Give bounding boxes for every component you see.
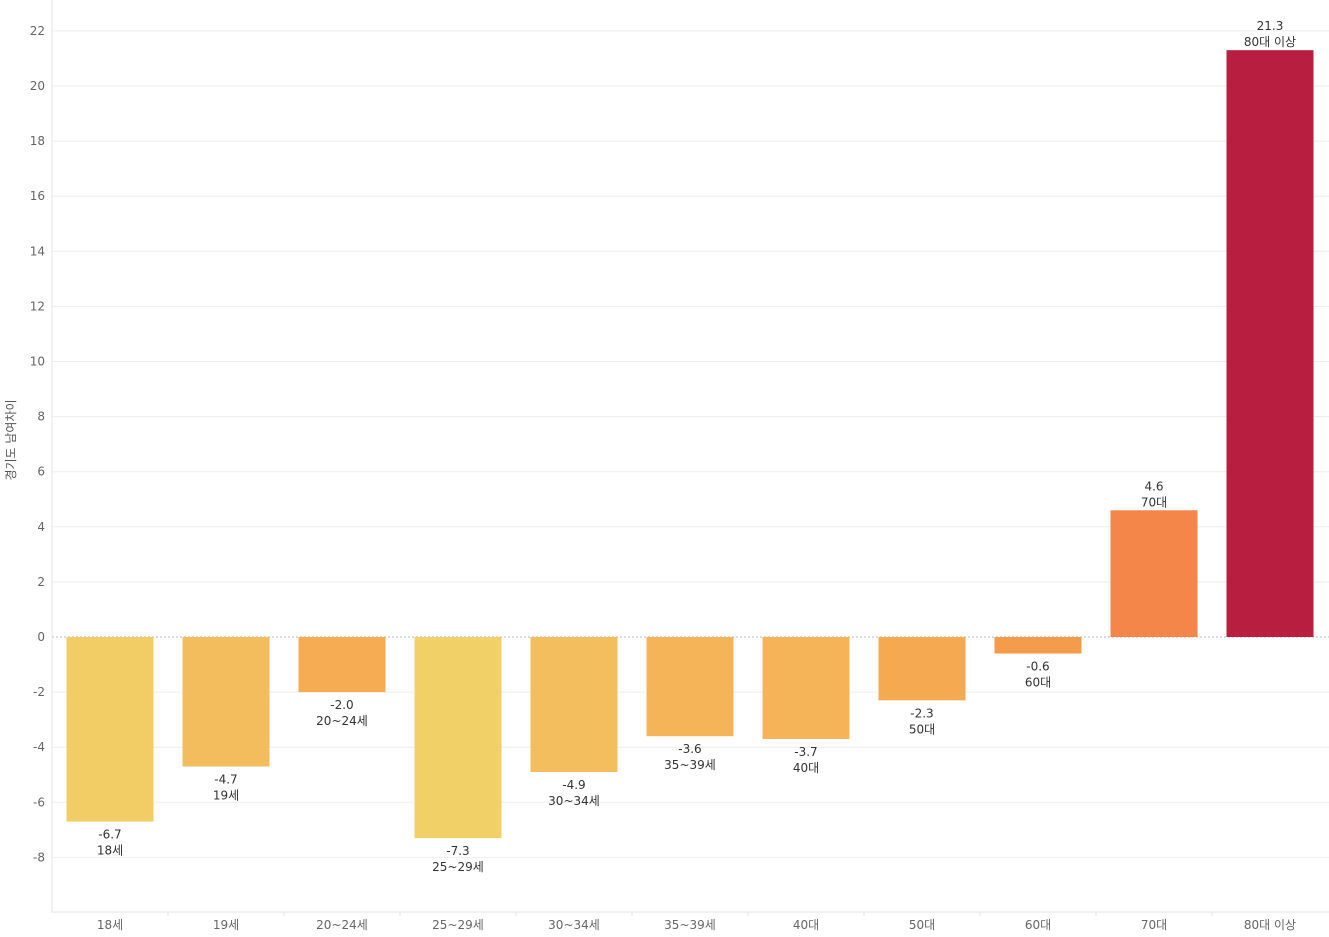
y-axis: -8 -6 -4 -2 0 2 4 6 8 10 12 14 16 18 20 22	[30, 0, 53, 912]
bar[interactable]	[66, 637, 154, 822]
data-labels: -6.7 18세 -4.7 19세 -2.0 20~24세 -7.3 25~29세 -4.9 30…	[97, 19, 1296, 874]
y-tick-label: 6	[37, 465, 45, 479]
data-label-category: 70대	[1141, 495, 1167, 509]
bar[interactable]	[646, 637, 734, 737]
data-label-value: -2.0	[330, 698, 353, 712]
bar[interactable]	[414, 637, 502, 839]
x-tick-label: 60대	[1025, 918, 1051, 932]
bar[interactable]	[878, 637, 966, 701]
bar[interactable]	[182, 637, 270, 767]
y-tick-label: -6	[33, 795, 45, 809]
data-label-category: 20~24세	[316, 714, 368, 728]
data-label-value: 4.6	[1144, 479, 1163, 493]
data-label-category: 19세	[213, 788, 239, 802]
y-tick-label: -4	[33, 740, 45, 754]
y-axis-title: 경기도 남여차이	[4, 399, 18, 480]
data-label-value: -4.9	[562, 778, 585, 792]
data-label-category: 18세	[97, 844, 123, 858]
data-label-category: 80대 이상	[1244, 35, 1296, 49]
y-tick-label: 8	[37, 410, 45, 424]
x-tick-label: 18세	[97, 918, 123, 932]
x-tick-label: 30~34세	[548, 918, 600, 932]
bars	[66, 50, 1314, 839]
data-label-value: -0.6	[1026, 660, 1049, 674]
y-tick-label: 0	[37, 630, 45, 644]
data-label-value: -4.7	[214, 772, 237, 786]
x-tick-label: 50대	[909, 918, 935, 932]
y-tick-label: -2	[33, 685, 45, 699]
y-tick-label: 22	[30, 24, 45, 38]
data-label-category: 30~34세	[548, 794, 600, 808]
data-label-category: 35~39세	[664, 758, 716, 772]
x-tick-label: 25~29세	[432, 918, 484, 932]
data-label-value: -7.3	[446, 844, 469, 858]
bar[interactable]	[530, 637, 618, 772]
data-label-value: 21.3	[1257, 19, 1284, 33]
data-label-category: 40대	[793, 761, 819, 775]
x-tick-label: 19세	[213, 918, 239, 932]
data-label-value: -3.7	[794, 745, 817, 759]
y-tick-label: 2	[37, 575, 45, 589]
data-label-category: 50대	[909, 722, 935, 736]
x-tick-label: 20~24세	[316, 918, 368, 932]
x-tick-label: 35~39세	[664, 918, 716, 932]
data-label-value: -6.7	[98, 828, 121, 842]
bar[interactable]	[994, 637, 1082, 654]
bar[interactable]	[298, 637, 386, 693]
x-tick-label: 40대	[793, 918, 819, 932]
x-axis: 18세 19세 20~24세 25~29세 30~34세 35~39세 40대 50대 60대 7…	[52, 911, 1329, 932]
data-label-value: -3.6	[678, 742, 701, 756]
y-tick-label: 20	[30, 79, 45, 93]
data-label-value: -2.3	[910, 706, 933, 720]
data-label-category: 25~29세	[432, 860, 484, 874]
bar[interactable]	[1110, 510, 1198, 637]
y-tick-label: 4	[37, 520, 45, 534]
y-tick-label: -8	[33, 850, 45, 864]
bar[interactable]	[762, 637, 850, 739]
y-tick-label: 14	[30, 244, 45, 258]
x-tick-label: 70대	[1141, 918, 1167, 932]
y-tick-label: 12	[30, 299, 45, 313]
y-tick-label: 16	[30, 189, 45, 203]
y-tick-label: 10	[30, 355, 45, 369]
x-tick-label: 80대 이상	[1244, 918, 1296, 932]
y-tick-label: 18	[30, 134, 45, 148]
data-label-category: 60대	[1025, 676, 1051, 690]
bar[interactable]	[1226, 50, 1314, 638]
